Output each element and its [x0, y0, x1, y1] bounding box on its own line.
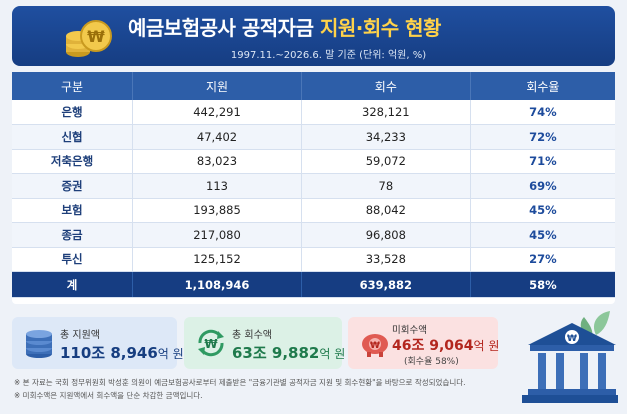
row-rate: 69% [470, 173, 615, 199]
row-name: 보험 [12, 198, 134, 223]
column-header-recovery: 회수 [301, 72, 471, 100]
row-name: 신협 [12, 124, 134, 150]
footnote: ※ 본 자료는 국회 정무위원회 박성훈 의원이 예금보험공사로부터 제출받은 … [14, 378, 466, 387]
row-recovery: 78 [301, 173, 471, 199]
total-recovery-card: ₩ 총 회수액 63조 9,882억 원 [184, 317, 346, 369]
page-subtitle: 1997.11.~2026.6. 말 기준 (단위: 억원, %) [230, 50, 427, 61]
title-banner: ₩ 예금보험공사 공적자금 지원·회수 현황 1997.11.~2026.6. … [12, 6, 615, 66]
row-recovery: 328,121 [301, 100, 471, 125]
recycle-won-icon: ₩ [198, 329, 224, 357]
row-rate: 74% [470, 100, 615, 125]
footnote: ※ 미회수액은 지원액에서 회수액을 단순 차감한 금액입니다. [14, 391, 203, 400]
title-main: 예금보험공사 공적자금 [128, 16, 320, 40]
table-row: 종금 217,080 96,808 45% [12, 222, 615, 248]
table-row: 증권 113 78 69% [12, 173, 615, 199]
row-recovery: 33,528 [301, 247, 471, 272]
funds-table: 구분 지원 회수 회수율 은행 442,291 328,121 74% 신협 4… [12, 72, 615, 304]
table-header-row: 구분 지원 회수 회수율 [12, 72, 615, 100]
title-highlight: 지원·회수 현황 [319, 16, 441, 40]
svg-text:₩: ₩ [567, 334, 577, 344]
row-support: 113 [132, 173, 302, 199]
total-support-card: 총 지원액 110조 8,946억 원 [12, 317, 184, 369]
table-row: 신협 47,402 34,233 72% [12, 124, 615, 150]
table-row: 보험 193,885 88,042 45% [12, 198, 615, 223]
row-support: 125,152 [132, 247, 302, 272]
row-support: 47,402 [132, 124, 302, 150]
piggy-bank-icon: ₩ [362, 334, 388, 357]
footnotes: ※ 본 자료는 국회 정무위원회 박성훈 의원이 예금보험공사로부터 제출받은 … [14, 376, 466, 402]
column-header-support: 지원 [132, 72, 302, 100]
total-recovery-value: 63조 9,882억 원 [232, 344, 346, 362]
coin-stack-icon [26, 330, 52, 358]
row-name: 저축은행 [12, 149, 134, 174]
row-recovery: 88,042 [301, 198, 471, 223]
row-rate: 45% [470, 198, 615, 223]
table-row: 투신 125,152 33,528 27% [12, 247, 615, 272]
table-total-row: 계 1,108,946 639,882 58% [12, 271, 615, 298]
svg-text:₩: ₩ [87, 27, 105, 46]
page-title: 예금보험공사 공적자금 지원·회수 현황 [128, 12, 441, 41]
row-rate: 27% [470, 247, 615, 272]
table-row: 저축은행 83,023 59,072 71% [12, 149, 615, 174]
svg-text:₩: ₩ [204, 337, 218, 351]
row-name: 증권 [12, 173, 134, 199]
total-rate: 58% [470, 271, 615, 298]
unrecovered-note: (회수율 58%) [404, 357, 459, 367]
row-name: 종금 [12, 222, 134, 248]
row-name: 은행 [12, 100, 134, 125]
total-support-label: 총 지원액 [60, 330, 100, 341]
total-recovery: 639,882 [301, 271, 471, 298]
unrecovered-value: 46조 9,064억 원 [392, 338, 500, 354]
total-support: 1,108,946 [132, 271, 302, 298]
unrecovered-card: ₩ 미회수액 46조 9,064억 원 (회수율 58%) [348, 317, 500, 369]
total-support-value: 110조 8,946억 원 [60, 344, 184, 362]
row-support: 83,023 [132, 149, 302, 174]
row-support: 217,080 [132, 222, 302, 248]
row-recovery: 96,808 [301, 222, 471, 248]
coin-stack-icon: ₩ [66, 20, 112, 57]
column-header-rate: 회수율 [470, 72, 615, 100]
unrecovered-label: 미회수액 [392, 325, 427, 336]
row-support: 193,885 [132, 198, 302, 223]
svg-text:₩: ₩ [370, 341, 380, 351]
column-header-category: 구분 [12, 72, 134, 100]
row-rate: 45% [470, 222, 615, 248]
bank-building-icon: ₩ [522, 311, 618, 403]
row-recovery: 59,072 [301, 149, 471, 174]
row-name: 투신 [12, 247, 134, 272]
row-recovery: 34,233 [301, 124, 471, 150]
row-rate: 72% [470, 124, 615, 150]
table-row: 은행 442,291 328,121 74% [12, 100, 615, 125]
row-rate: 71% [470, 149, 615, 174]
total-name: 계 [12, 271, 134, 298]
total-recovery-label: 총 회수액 [232, 330, 272, 341]
row-support: 442,291 [132, 100, 302, 125]
